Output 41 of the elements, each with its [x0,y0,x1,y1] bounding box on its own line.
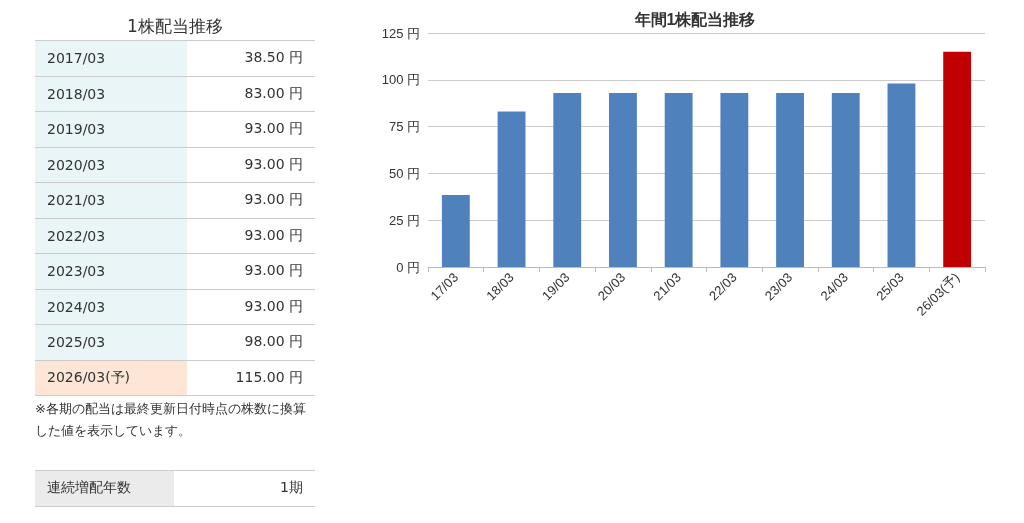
data-label: 98.00 円 [187,324,315,360]
y-tick-label: 50 円 [388,165,420,181]
bar [441,194,470,267]
bar [497,111,526,267]
category-label: 2019/03 [35,111,187,147]
category-label: 2022/03 [35,218,187,254]
bar [553,92,582,267]
data-label: 93.00 円 [187,218,315,254]
data-label: 38.50 円 [187,40,315,76]
category-label: 2020/03 [35,147,187,183]
bar [831,92,860,267]
y-tick-label: 0 円 [396,259,420,275]
data-label: 93.00 円 [187,253,315,289]
data-label: 93.00 円 [187,111,315,147]
bar [943,51,972,267]
y-tick-label: 25 円 [388,212,420,228]
data-label: 93.00 円 [187,289,315,325]
text: 連続増配年数 [35,470,174,506]
category-label: 2018/03 [35,76,187,112]
category-label: 2021/03 [35,182,187,218]
data-label: 115.00 円 [187,360,315,396]
bar [720,92,749,267]
y-tick-label: 125 円 [381,25,420,41]
chart-title: 年間1株配当推移 [633,10,756,28]
data-label: 83.00 円 [187,76,315,112]
data-label: 93.00 円 [187,182,315,218]
category-label: 2026/03(予) [35,360,187,396]
bar [664,92,693,267]
bar [776,92,804,267]
data-label: 93.00 円 [187,147,315,183]
text: 1期 [174,470,315,506]
bar [887,83,916,267]
category-label: 2025/03 [35,324,187,360]
y-tick-label: 75 円 [388,119,420,135]
bar [609,92,637,267]
y-tick-label: 100 円 [381,72,420,88]
text: ※各期の配当は最終更新日付時点の株数に換算した値を表示しています。 [35,400,307,440]
text: 1株配当推移 [126,15,224,38]
category-label: 2017/03 [35,40,187,76]
category-label: 2024/03 [35,289,187,325]
category-label: 2023/03 [35,253,187,289]
